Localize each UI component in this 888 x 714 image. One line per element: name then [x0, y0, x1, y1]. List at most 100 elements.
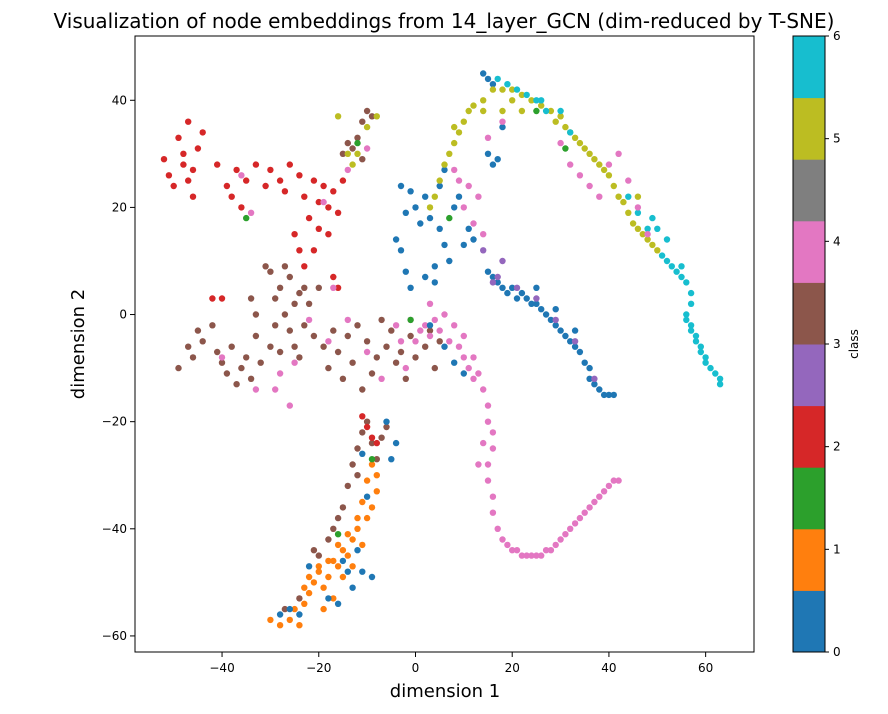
- data-point: [441, 241, 448, 249]
- data-point: [494, 525, 501, 532]
- data-point: [446, 257, 453, 265]
- data-point: [581, 359, 588, 366]
- data-point: [218, 354, 226, 361]
- data-point: [262, 263, 269, 270]
- data-point: [373, 456, 380, 463]
- data-point: [712, 370, 719, 377]
- data-point: [363, 107, 371, 115]
- data-point: [397, 247, 405, 254]
- data-point: [451, 359, 458, 366]
- data-point: [209, 322, 216, 329]
- data-point: [441, 343, 448, 350]
- data-point: [663, 257, 671, 265]
- data-point: [576, 172, 584, 179]
- data-point: [199, 338, 206, 345]
- data-point: [344, 139, 351, 147]
- data-point: [368, 504, 376, 511]
- data-point: [320, 584, 327, 591]
- data-point: [315, 198, 322, 206]
- data-point: [509, 97, 516, 104]
- data-point: [470, 354, 477, 361]
- data-point: [557, 113, 564, 120]
- data-point: [276, 177, 284, 184]
- data-point: [354, 445, 361, 452]
- colorbar-tick-label: 5: [833, 132, 841, 146]
- data-point: [334, 284, 342, 291]
- data-point: [499, 284, 506, 291]
- data-point: [363, 493, 371, 500]
- data-point: [455, 129, 463, 136]
- data-point: [484, 402, 492, 409]
- data-point: [349, 536, 356, 543]
- data-point: [542, 311, 550, 318]
- x-tick-label: 60: [698, 661, 713, 675]
- data-point: [552, 118, 559, 125]
- colorbar-tick-label: 3: [833, 337, 841, 351]
- data-point: [634, 225, 642, 232]
- data-point: [402, 209, 409, 216]
- data-point: [523, 552, 530, 559]
- data-point: [344, 531, 351, 538]
- data-point: [513, 295, 521, 302]
- data-point: [509, 86, 516, 93]
- data-point: [185, 177, 192, 184]
- data-point: [470, 220, 477, 227]
- data-point: [504, 81, 511, 88]
- data-point: [499, 86, 506, 93]
- data-point: [480, 97, 487, 104]
- data-point: [252, 161, 260, 168]
- data-point: [484, 75, 492, 83]
- data-point: [668, 263, 675, 270]
- data-point: [644, 236, 651, 243]
- data-point: [557, 107, 564, 115]
- data-point: [301, 263, 308, 270]
- data-point: [480, 386, 487, 393]
- data-point: [533, 300, 540, 307]
- data-point: [678, 273, 685, 281]
- data-point: [276, 284, 284, 291]
- data-point: [557, 139, 564, 147]
- data-point: [460, 241, 467, 249]
- data-point: [378, 375, 385, 382]
- data-point: [591, 381, 598, 388]
- data-point: [175, 134, 182, 141]
- data-point: [480, 70, 487, 77]
- data-point: [359, 386, 366, 393]
- data-point: [344, 552, 351, 559]
- data-point: [359, 450, 366, 457]
- data-point: [209, 295, 216, 302]
- data-point: [465, 364, 472, 372]
- data-point: [359, 541, 366, 549]
- data-point: [523, 295, 530, 302]
- data-point: [567, 161, 574, 168]
- data-point: [291, 359, 298, 366]
- data-point: [513, 284, 521, 291]
- data-point: [441, 311, 448, 318]
- data-point: [518, 552, 526, 559]
- data-point: [388, 456, 395, 463]
- data-point: [281, 605, 289, 613]
- data-point: [368, 113, 376, 120]
- data-point: [368, 434, 376, 441]
- x-tick-label: 40: [601, 661, 616, 675]
- data-point: [368, 456, 376, 463]
- data-point: [591, 156, 598, 163]
- data-point: [451, 123, 458, 131]
- data-point: [373, 488, 380, 495]
- data-point: [218, 359, 226, 366]
- data-point: [349, 359, 356, 366]
- colorbar-tick-label: 0: [833, 645, 841, 659]
- data-point: [325, 338, 332, 345]
- data-point: [223, 370, 231, 377]
- data-point: [615, 150, 622, 157]
- data-point: [576, 348, 584, 356]
- data-point: [639, 231, 646, 238]
- data-point: [291, 343, 298, 350]
- data-point: [697, 348, 704, 356]
- data-point: [451, 166, 458, 174]
- data-point: [426, 204, 434, 211]
- data-point: [354, 139, 361, 147]
- data-point: [683, 279, 690, 286]
- data-point: [431, 279, 438, 286]
- data-point: [363, 418, 371, 425]
